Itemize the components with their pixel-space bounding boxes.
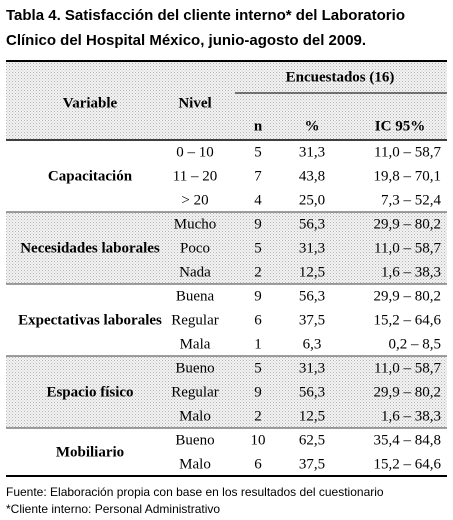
variable-cell: Capacitación <box>48 168 133 184</box>
title-line: Tabla 4. Satisfacción del cliente intern… <box>6 7 405 24</box>
header-cell: % <box>305 118 320 134</box>
pct-cell: 6,3 <box>303 336 322 352</box>
pct-cell: 62,5 <box>299 432 325 448</box>
ic-cell: 0,2 – 8,5 <box>389 336 442 352</box>
nivel-cell: > 20 <box>181 192 208 208</box>
n-cell: 2 <box>254 264 262 280</box>
variable-cell: Necesidades laborales <box>20 240 160 256</box>
n-cell: 1 <box>254 336 262 352</box>
pct-cell: 56,3 <box>299 216 325 232</box>
n-cell: 2 <box>254 408 262 424</box>
n-cell: 5 <box>254 360 262 376</box>
nivel-cell: Poco <box>180 240 210 256</box>
header-cell: n <box>254 118 263 134</box>
header-cell: Variable <box>63 95 118 111</box>
pct-cell: 43,8 <box>299 168 325 184</box>
n-cell: 7 <box>254 168 262 184</box>
ic-cell: 35,4 – 84,8 <box>374 432 442 448</box>
pct-cell: 56,3 <box>299 288 325 304</box>
n-cell: 6 <box>254 456 262 472</box>
nivel-cell: Malo <box>179 456 211 472</box>
nivel-cell: Malo <box>179 408 211 424</box>
pct-cell: 31,3 <box>299 360 325 376</box>
n-cell: 4 <box>254 192 262 208</box>
pct-cell: 31,3 <box>299 240 325 256</box>
group-shade <box>6 356 447 428</box>
n-cell: 9 <box>254 384 262 400</box>
nivel-cell: Buena <box>176 288 215 304</box>
ic-cell: 15,2 – 64,6 <box>374 456 442 472</box>
ic-cell: 7,3 – 52,4 <box>381 192 442 208</box>
nivel-cell: Mucho <box>174 216 217 232</box>
n-cell: 5 <box>254 240 262 256</box>
ic-cell: 29,9 – 80,2 <box>374 384 442 400</box>
nivel-cell: Mala <box>180 336 211 352</box>
ic-cell: 11,0 – 58,7 <box>374 144 441 160</box>
pct-cell: 12,5 <box>299 264 325 280</box>
footer-line: Fuente: Elaboración propia con base en l… <box>6 485 384 499</box>
header-cell: Nivel <box>178 95 211 111</box>
nivel-cell: Bueno <box>175 432 214 448</box>
pct-cell: 56,3 <box>299 384 325 400</box>
header-cell: IC 95% <box>375 118 425 134</box>
ic-cell: 19,8 – 70,1 <box>374 168 442 184</box>
header-shade <box>6 61 447 140</box>
pct-cell: 31,3 <box>299 144 325 160</box>
nivel-cell: Regular <box>171 312 218 328</box>
n-cell: 5 <box>254 144 262 160</box>
n-cell: 10 <box>251 432 266 448</box>
ic-cell: 29,9 – 80,2 <box>374 216 442 232</box>
ic-cell: 15,2 – 64,6 <box>374 312 442 328</box>
ic-cell: 29,9 – 80,2 <box>374 288 442 304</box>
variable-cell: Mobiliario <box>56 444 124 460</box>
pct-cell: 37,5 <box>299 312 325 328</box>
variable-cell: Espacio físico <box>46 384 133 400</box>
nivel-cell: Regular <box>171 384 218 400</box>
nivel-cell: 0 – 10 <box>176 144 214 160</box>
nivel-cell: Nada <box>179 264 211 280</box>
nivel-cell: 11 – 20 <box>173 168 217 184</box>
footer-line: *Cliente interno: Personal Administrativ… <box>6 502 220 516</box>
title-line: Clínico del Hospital México, junio-agost… <box>6 32 366 49</box>
nivel-cell: Bueno <box>175 360 214 376</box>
n-cell: 6 <box>254 312 262 328</box>
ic-cell: 1,6 – 38,3 <box>381 264 441 280</box>
ic-cell: 11,0 – 58,7 <box>374 360 441 376</box>
pct-cell: 25,0 <box>299 192 325 208</box>
group-shade <box>6 212 447 284</box>
ic-cell: 1,6 – 38,3 <box>381 408 441 424</box>
n-cell: 9 <box>254 216 262 232</box>
n-cell: 9 <box>254 288 262 304</box>
pct-cell: 37,5 <box>299 456 325 472</box>
header-cell: Encuestados (16) <box>286 69 395 85</box>
variable-cell: Expectativas laborales <box>18 312 162 328</box>
pct-cell: 12,5 <box>299 408 325 424</box>
ic-cell: 11,0 – 58,7 <box>374 240 441 256</box>
